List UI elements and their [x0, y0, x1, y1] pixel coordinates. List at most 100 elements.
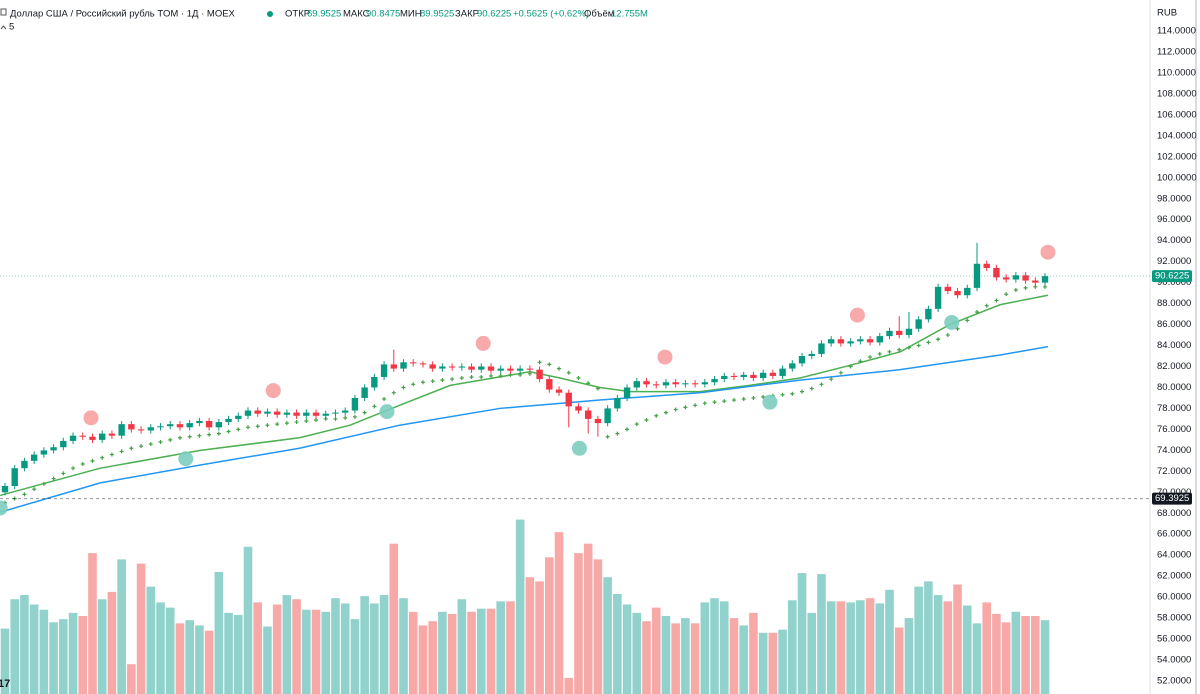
- sar-dot: [382, 396, 387, 401]
- candle-body: [1041, 276, 1049, 283]
- sar-dot: [411, 382, 416, 387]
- volume-bar: [797, 573, 807, 694]
- volume-bar: [243, 546, 253, 694]
- collapse-icon[interactable]: [0, 25, 7, 30]
- candle-body: [351, 397, 359, 411]
- candle-body: [565, 392, 572, 407]
- volume-bar: [49, 622, 58, 694]
- volume-bar: [331, 598, 340, 694]
- candle-body: [322, 413, 329, 416]
- sar-dot: [343, 415, 348, 420]
- y-tick-label: 86.0000: [1157, 319, 1191, 330]
- candle-body: [448, 366, 456, 368]
- candle-body: [701, 382, 709, 385]
- volume-bar: [758, 632, 768, 694]
- volume-bar: [525, 577, 535, 694]
- sar-dot: [848, 364, 853, 369]
- moving-average: [0, 294, 1049, 497]
- sar-dot: [547, 362, 552, 367]
- signal-marker: [265, 383, 281, 399]
- volume-bar: [224, 612, 233, 694]
- volume-bar: [20, 595, 29, 694]
- volume-bar: [195, 625, 204, 694]
- sar-dot: [119, 449, 124, 454]
- volume-bar: [885, 589, 894, 694]
- sar-dot: [333, 416, 338, 421]
- volume-bar: [1021, 616, 1030, 694]
- sar-dot: [994, 298, 999, 303]
- volume-bar: [515, 519, 525, 694]
- sar-dot: [595, 386, 600, 391]
- candle-body: [419, 363, 427, 365]
- candle-body: [341, 410, 349, 413]
- sar-dot: [1023, 285, 1028, 290]
- candle-body: [157, 426, 164, 428]
- candle-body: [186, 423, 193, 428]
- sar-dot: [207, 432, 212, 437]
- candle-body: [487, 366, 495, 371]
- volume-bar: [59, 619, 68, 694]
- sar-dot: [702, 401, 707, 406]
- y-tick-label: 52.0000: [1157, 676, 1191, 687]
- sar-dot: [693, 403, 698, 408]
- signal-marker: [944, 314, 960, 330]
- sar-dot: [790, 391, 795, 396]
- y-tick-label: 78.0000: [1157, 403, 1191, 414]
- sar-dot: [294, 420, 299, 425]
- sar-dot: [450, 377, 455, 382]
- candle-body: [526, 368, 534, 370]
- y-tick-label: 60.0000: [1157, 592, 1191, 603]
- candle-body: [137, 429, 145, 431]
- sar-dot: [148, 442, 153, 447]
- volume-bar: [175, 623, 185, 694]
- sar-dot: [965, 318, 970, 323]
- sar-dot: [683, 405, 688, 410]
- sar-dot: [304, 419, 309, 424]
- candle-body: [400, 362, 407, 369]
- sar-dot: [761, 394, 766, 399]
- volume-bar: [340, 603, 350, 694]
- candle-body: [1, 486, 9, 493]
- volume-bar: [710, 598, 719, 694]
- candle-body: [332, 412, 339, 414]
- volume-bar: [39, 609, 49, 694]
- candle-body: [740, 374, 747, 377]
- candle-body: [711, 379, 718, 383]
- volume-bar: [506, 601, 515, 694]
- candle-body: [672, 382, 679, 385]
- candle-body: [837, 339, 845, 344]
- volume-bar: [136, 563, 146, 694]
- volume-bar: [583, 543, 593, 694]
- candle-body: [886, 330, 893, 337]
- candle-body: [439, 366, 446, 369]
- sar-dot: [51, 476, 56, 481]
- sar-dot: [158, 439, 163, 444]
- volume-bar: [914, 586, 923, 694]
- y-tick-label: 94.0000: [1157, 235, 1191, 246]
- volume-bar: [846, 602, 855, 694]
- y-tick-label: 96.0000: [1157, 214, 1191, 225]
- y-tick-label: 84.0000: [1157, 340, 1191, 351]
- candle-body: [643, 381, 650, 385]
- volume-bar: [671, 623, 680, 694]
- volume-bar: [68, 612, 78, 694]
- volume-bar: [992, 613, 1001, 694]
- y-tick-label: 74.0000: [1157, 445, 1191, 456]
- volume-bar: [729, 618, 739, 694]
- sar-dot: [751, 395, 756, 400]
- stat-label: ЗАКР: [455, 9, 479, 20]
- volume-bar: [418, 625, 428, 694]
- y-tick-label: 56.0000: [1157, 634, 1191, 645]
- volume-bar: [127, 664, 136, 694]
- candle-body: [633, 381, 640, 388]
- volume-bar: [486, 608, 496, 694]
- volume-bar: [739, 625, 749, 694]
- sar-dot: [731, 398, 736, 403]
- sar-dot: [858, 359, 863, 364]
- candle-body: [118, 424, 125, 436]
- sar-dot: [984, 303, 989, 308]
- volume-bar: [1011, 611, 1021, 694]
- signal-marker: [475, 335, 491, 351]
- volume-bar: [807, 612, 817, 694]
- volume-bar: [768, 632, 778, 694]
